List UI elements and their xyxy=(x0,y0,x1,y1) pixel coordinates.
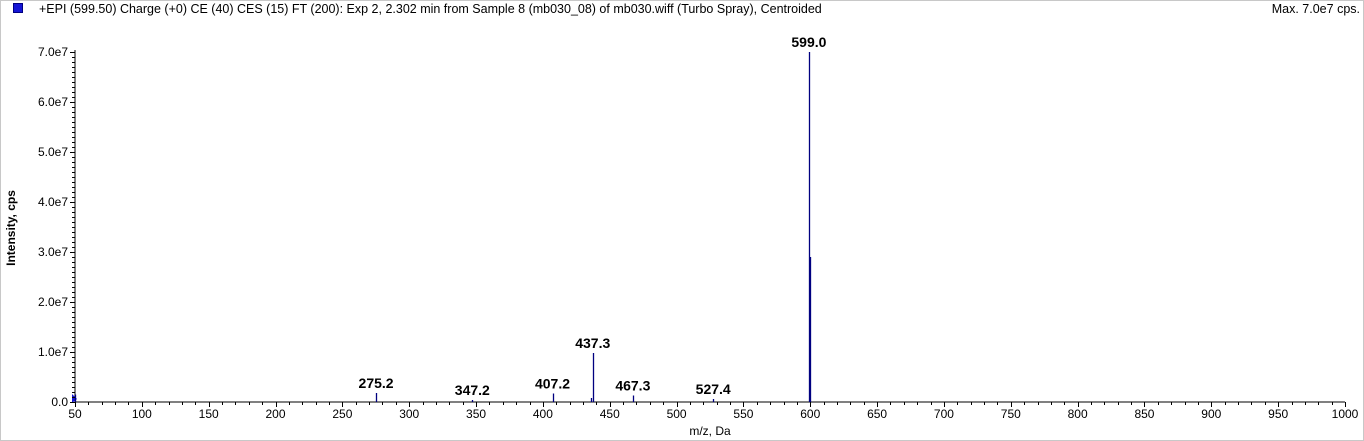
x-tick-label: 950 xyxy=(1268,407,1288,421)
x-tick-label: 350 xyxy=(466,407,486,421)
max-intensity-label: Max. 7.0e7 cps. xyxy=(1271,2,1360,16)
y-tick-label: 1.0e7 xyxy=(38,345,68,359)
x-tick-label: 250 xyxy=(332,407,352,421)
legend-marker xyxy=(13,3,23,13)
x-tick-label: 200 xyxy=(266,407,286,421)
axes xyxy=(72,50,1345,403)
x-tick-label: 400 xyxy=(533,407,553,421)
peaks xyxy=(74,52,812,402)
chart-title: +EPI (599.50) Charge (+0) CE (40) CES (1… xyxy=(39,2,822,16)
x-tick-label: 500 xyxy=(667,407,687,421)
y-tick-label: 6.0e7 xyxy=(38,95,68,109)
x-axis-ticks: 50 100 150 200 250 300 350 400 450 500 550 600 650 70… xyxy=(68,402,1359,421)
y-tick-label: 2.0e7 xyxy=(38,295,68,309)
x-tick-label: 150 xyxy=(199,407,219,421)
peak-label: 275.2 xyxy=(359,375,394,391)
y-tick-label: 5.0e7 xyxy=(38,145,68,159)
x-tick-label: 850 xyxy=(1134,407,1154,421)
x-tick-label: 450 xyxy=(600,407,620,421)
axis-marker xyxy=(72,394,77,403)
x-tick-label: 650 xyxy=(867,407,887,421)
x-axis-title: m/z, Da xyxy=(689,424,731,438)
x-tick-label: 900 xyxy=(1201,407,1221,421)
peak-label: 347.2 xyxy=(455,382,490,398)
y-tick-label: 0.0 xyxy=(51,395,68,409)
peak-labels: 275.2 347.2 407.2 437.3 467.3 527.4 599.0 xyxy=(359,34,827,398)
peak-label: 527.4 xyxy=(696,381,731,397)
x-tick-label: 100 xyxy=(132,407,152,421)
peak-label: 437.3 xyxy=(575,335,610,351)
y-tick-label: 7.0e7 xyxy=(38,45,68,59)
peak-label: 407.2 xyxy=(535,376,570,392)
y-tick-label: 4.0e7 xyxy=(38,195,68,209)
x-tick-label: 750 xyxy=(1001,407,1021,421)
x-tick-label: 50 xyxy=(68,407,82,421)
x-tick-label: 700 xyxy=(934,407,954,421)
y-axis-ticks: 0.0 1.0e7 2.0e7 3.0e7 4.0e7 5.0e7 6.0e7 7.0e7 xyxy=(38,45,75,409)
peak-label: 467.3 xyxy=(615,378,650,394)
x-tick-label: 550 xyxy=(733,407,753,421)
y-axis-title: Intensity, cps xyxy=(4,190,18,266)
x-tick-label: 1000 xyxy=(1332,407,1359,421)
y-tick-label: 3.0e7 xyxy=(38,245,68,259)
x-tick-label: 800 xyxy=(1068,407,1088,421)
peak-label: 599.0 xyxy=(791,34,826,50)
x-tick-label: 600 xyxy=(800,407,820,421)
x-tick-label: 300 xyxy=(399,407,419,421)
